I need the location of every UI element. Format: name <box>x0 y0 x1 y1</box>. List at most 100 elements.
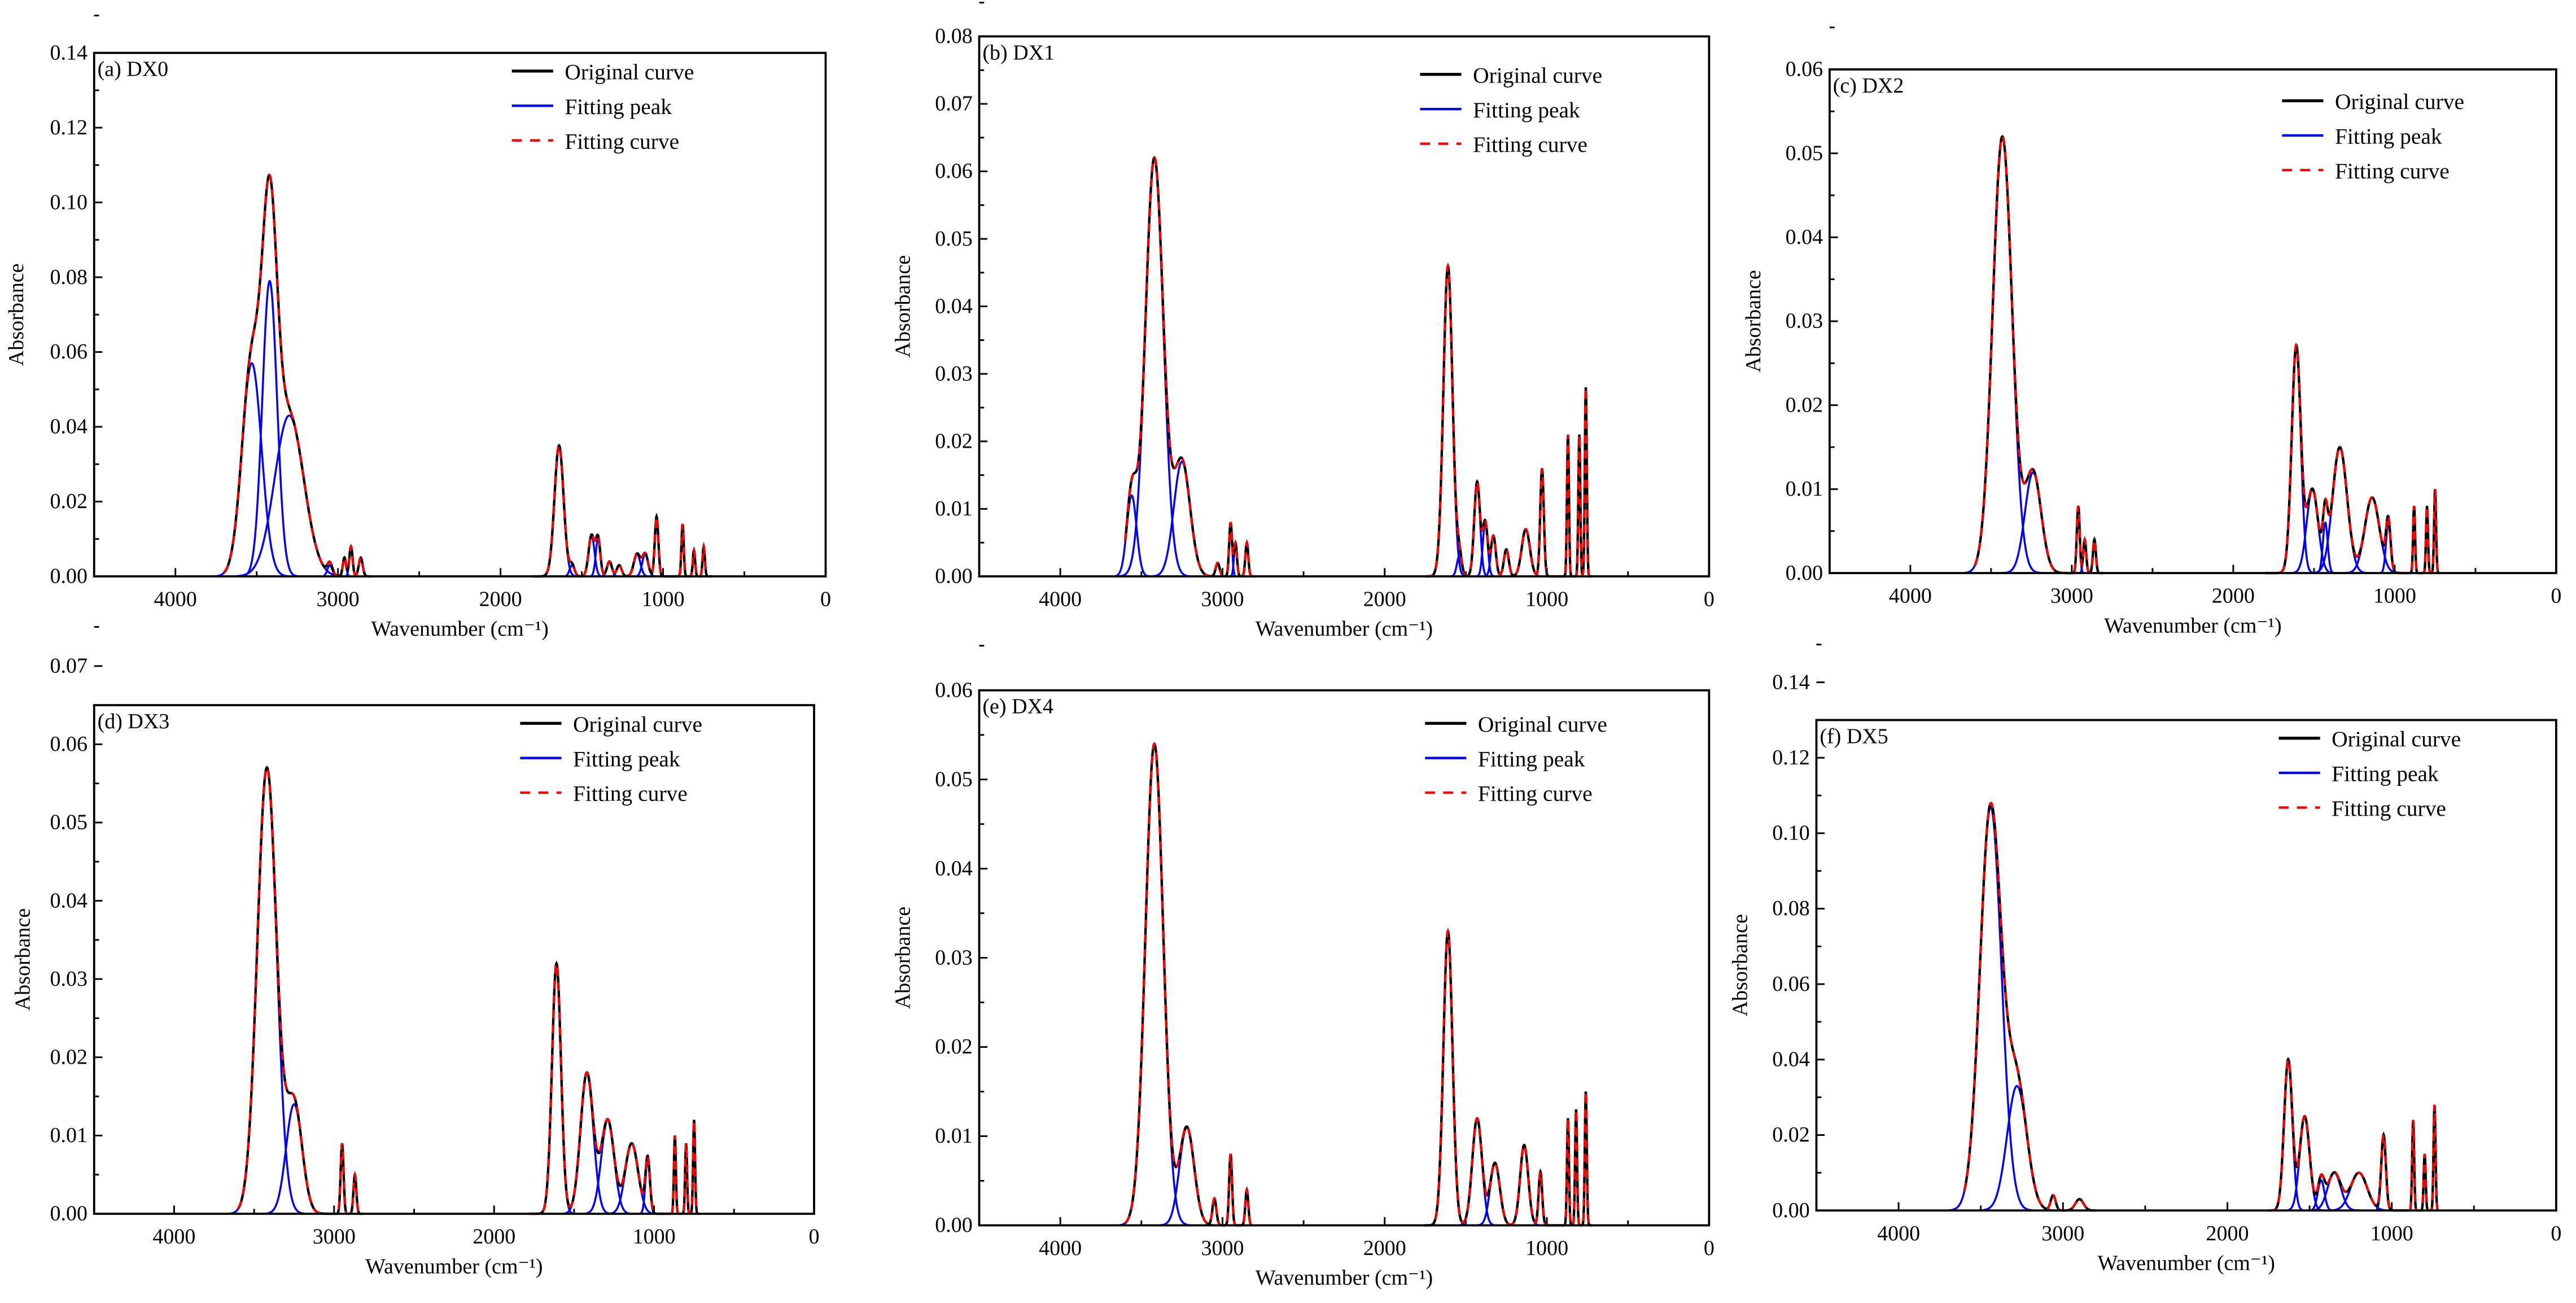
fitting-peak-1 <box>240 279 299 578</box>
y-tick-label: 0.02 <box>1772 1123 1810 1147</box>
x-axis-label: Wavenumber (cm⁻¹) <box>2104 614 2281 637</box>
legend-label-1: Fitting peak <box>2335 124 2442 149</box>
original-curve-0 <box>237 766 363 1215</box>
y-axis-label: Absorbance <box>891 907 915 1009</box>
x-tick-label: 0 <box>2551 584 2561 608</box>
legend-label-2: Fitting curve <box>565 129 679 154</box>
y-tick-label: 0.05 <box>935 227 973 251</box>
y-tick-label: 0.10 <box>1772 821 1810 845</box>
x-tick-label: 2000 <box>479 588 522 611</box>
panel-label: (e) DX4 <box>982 695 1053 719</box>
fitting-curve-1 <box>529 961 699 1215</box>
fitting-peak-5 <box>2278 344 2315 574</box>
legend-label-1: Fitting peak <box>573 746 680 771</box>
y-tick-label: 0.00 <box>50 1202 88 1226</box>
fitting-peak-4 <box>538 961 575 1215</box>
y-tick-label: 0.06 <box>50 732 88 756</box>
legend-label-1: Fitting peak <box>1478 746 1585 771</box>
fitting-curve-1 <box>1425 263 1593 578</box>
y-axis-label: Absorbance <box>891 255 915 358</box>
y-axis-label: Absorbance <box>1742 270 1765 373</box>
y-tick-label: 0.03 <box>935 362 973 386</box>
original-curve-1 <box>533 444 712 578</box>
y-tick-label: 0.01 <box>50 1123 88 1147</box>
y-tick-label: 0.04 <box>1772 1048 1810 1072</box>
x-axis-label: Wavenumber (cm⁻¹) <box>1256 1266 1433 1290</box>
panel-label: (f) DX5 <box>1820 724 1888 748</box>
y-tick-label: 0.00 <box>1786 561 1823 585</box>
plot-frame <box>93 704 815 1215</box>
x-tick-label: 2000 <box>473 1225 515 1249</box>
x-tick-label: 2000 <box>1363 1236 1406 1260</box>
y-tick-label: 0.06 <box>1786 58 1823 81</box>
plot-frame <box>978 689 1711 1227</box>
y-tick-label: 0.07 <box>50 654 88 677</box>
fitting-peak-2 <box>1149 460 1215 578</box>
legend-label-1: Fitting peak <box>565 94 672 119</box>
fitting-peak-0 <box>1948 806 2033 1212</box>
chart-panel-2: 4000 3000 2000 1000 0 0.00 0.01 0.02 0.03 0.04 0.0… <box>1742 27 2561 637</box>
x-tick-label: 0 <box>2551 1222 2561 1245</box>
y-tick-label: 0.02 <box>1786 393 1823 417</box>
y-tick-label: 0.07 <box>935 92 973 116</box>
x-tick-label: 2000 <box>2206 1222 2249 1245</box>
plot-frame <box>1815 719 2557 1212</box>
fitting-curve-1 <box>2266 343 2440 574</box>
y-tick-label: 0.04 <box>1786 225 1823 249</box>
fitting-peak-9 <box>2374 1133 2393 1212</box>
x-tick-label: 0 <box>820 588 831 611</box>
panel-label: (b) DX1 <box>982 41 1055 64</box>
fitting-curve-1 <box>1423 928 1593 1227</box>
fitting-peak-7 <box>1475 1161 1515 1227</box>
plot-frame <box>93 51 827 578</box>
x-tick-label: 3000 <box>317 588 360 611</box>
x-axis-label: Wavenumber (cm⁻¹) <box>1256 617 1433 641</box>
x-tick-label: 4000 <box>1877 1222 1920 1245</box>
y-tick-label: 0.03 <box>935 946 973 969</box>
y-tick-label: 0.05 <box>50 811 88 834</box>
legend-label-0: Original curve <box>565 59 694 84</box>
x-axis-label: Wavenumber (cm⁻¹) <box>371 617 548 641</box>
legend-label-0: Original curve <box>2335 89 2464 114</box>
x-tick-label: 3000 <box>1201 588 1244 611</box>
y-tick-label: 0.14 <box>1772 670 1810 694</box>
x-tick-label: 1000 <box>633 1225 676 1249</box>
plot-frame <box>1828 68 2557 574</box>
x-tick-label: 1000 <box>1525 588 1568 611</box>
y-tick-label: 0.01 <box>935 1124 973 1148</box>
fitting-peak-8 <box>2326 1171 2392 1212</box>
legend: Original curve Fitting peak Fitting curve <box>520 712 702 806</box>
x-tick-label: 4000 <box>1039 1236 1082 1260</box>
original-curve-0 <box>1974 134 2105 575</box>
fitting-peak-6 <box>1457 1117 1497 1227</box>
fitting-peak-7 <box>1429 263 1467 578</box>
plot-frame <box>978 35 1711 578</box>
fitting-curve-0 <box>1124 156 1255 578</box>
y-tick-label: 0.08 <box>50 265 88 289</box>
x-tick-label: 2000 <box>2212 584 2255 608</box>
y-tick-label: 0.03 <box>1786 309 1823 333</box>
chart-panel-3: 4000 3000 2000 1000 0 0.00 0.01 0.02 0.03 0.04 0.0… <box>11 626 820 1278</box>
x-tick-label: 3000 <box>2041 1222 2084 1245</box>
legend-label-2: Fitting curve <box>1478 781 1593 806</box>
fitting-curve-0 <box>1124 742 1252 1227</box>
y-axis-label: Absorbance <box>11 908 35 1011</box>
fitting-curve-1 <box>2268 1057 2439 1212</box>
fitting-peak-5 <box>2285 1114 2325 1212</box>
x-tick-label: 3000 <box>2050 584 2093 608</box>
y-tick-label: 0.00 <box>935 1213 973 1237</box>
y-tick-label: 0.03 <box>50 967 88 991</box>
legend-label-2: Fitting curve <box>2332 796 2446 821</box>
x-tick-label: 0 <box>1704 588 1715 611</box>
y-axis-label: Absorbance <box>1729 914 1752 1017</box>
x-tick-label: 1000 <box>2373 584 2416 608</box>
chart-panel-5: 4000 3000 2000 1000 0 0.00 0.02 0.04 0.06 0.08 0.1… <box>1729 644 2561 1275</box>
fitting-peak-1 <box>1157 1126 1216 1227</box>
y-tick-label: 0.05 <box>935 767 973 791</box>
panel-label: (d) DX3 <box>98 710 170 733</box>
legend-label-0: Original curve <box>1473 63 1602 88</box>
fitting-peak-2 <box>230 414 348 578</box>
fitting-curve-0 <box>237 766 363 1215</box>
legend: Original curve Fitting peak Fitting curve <box>2278 727 2461 821</box>
y-tick-label: 0.05 <box>1786 141 1823 165</box>
